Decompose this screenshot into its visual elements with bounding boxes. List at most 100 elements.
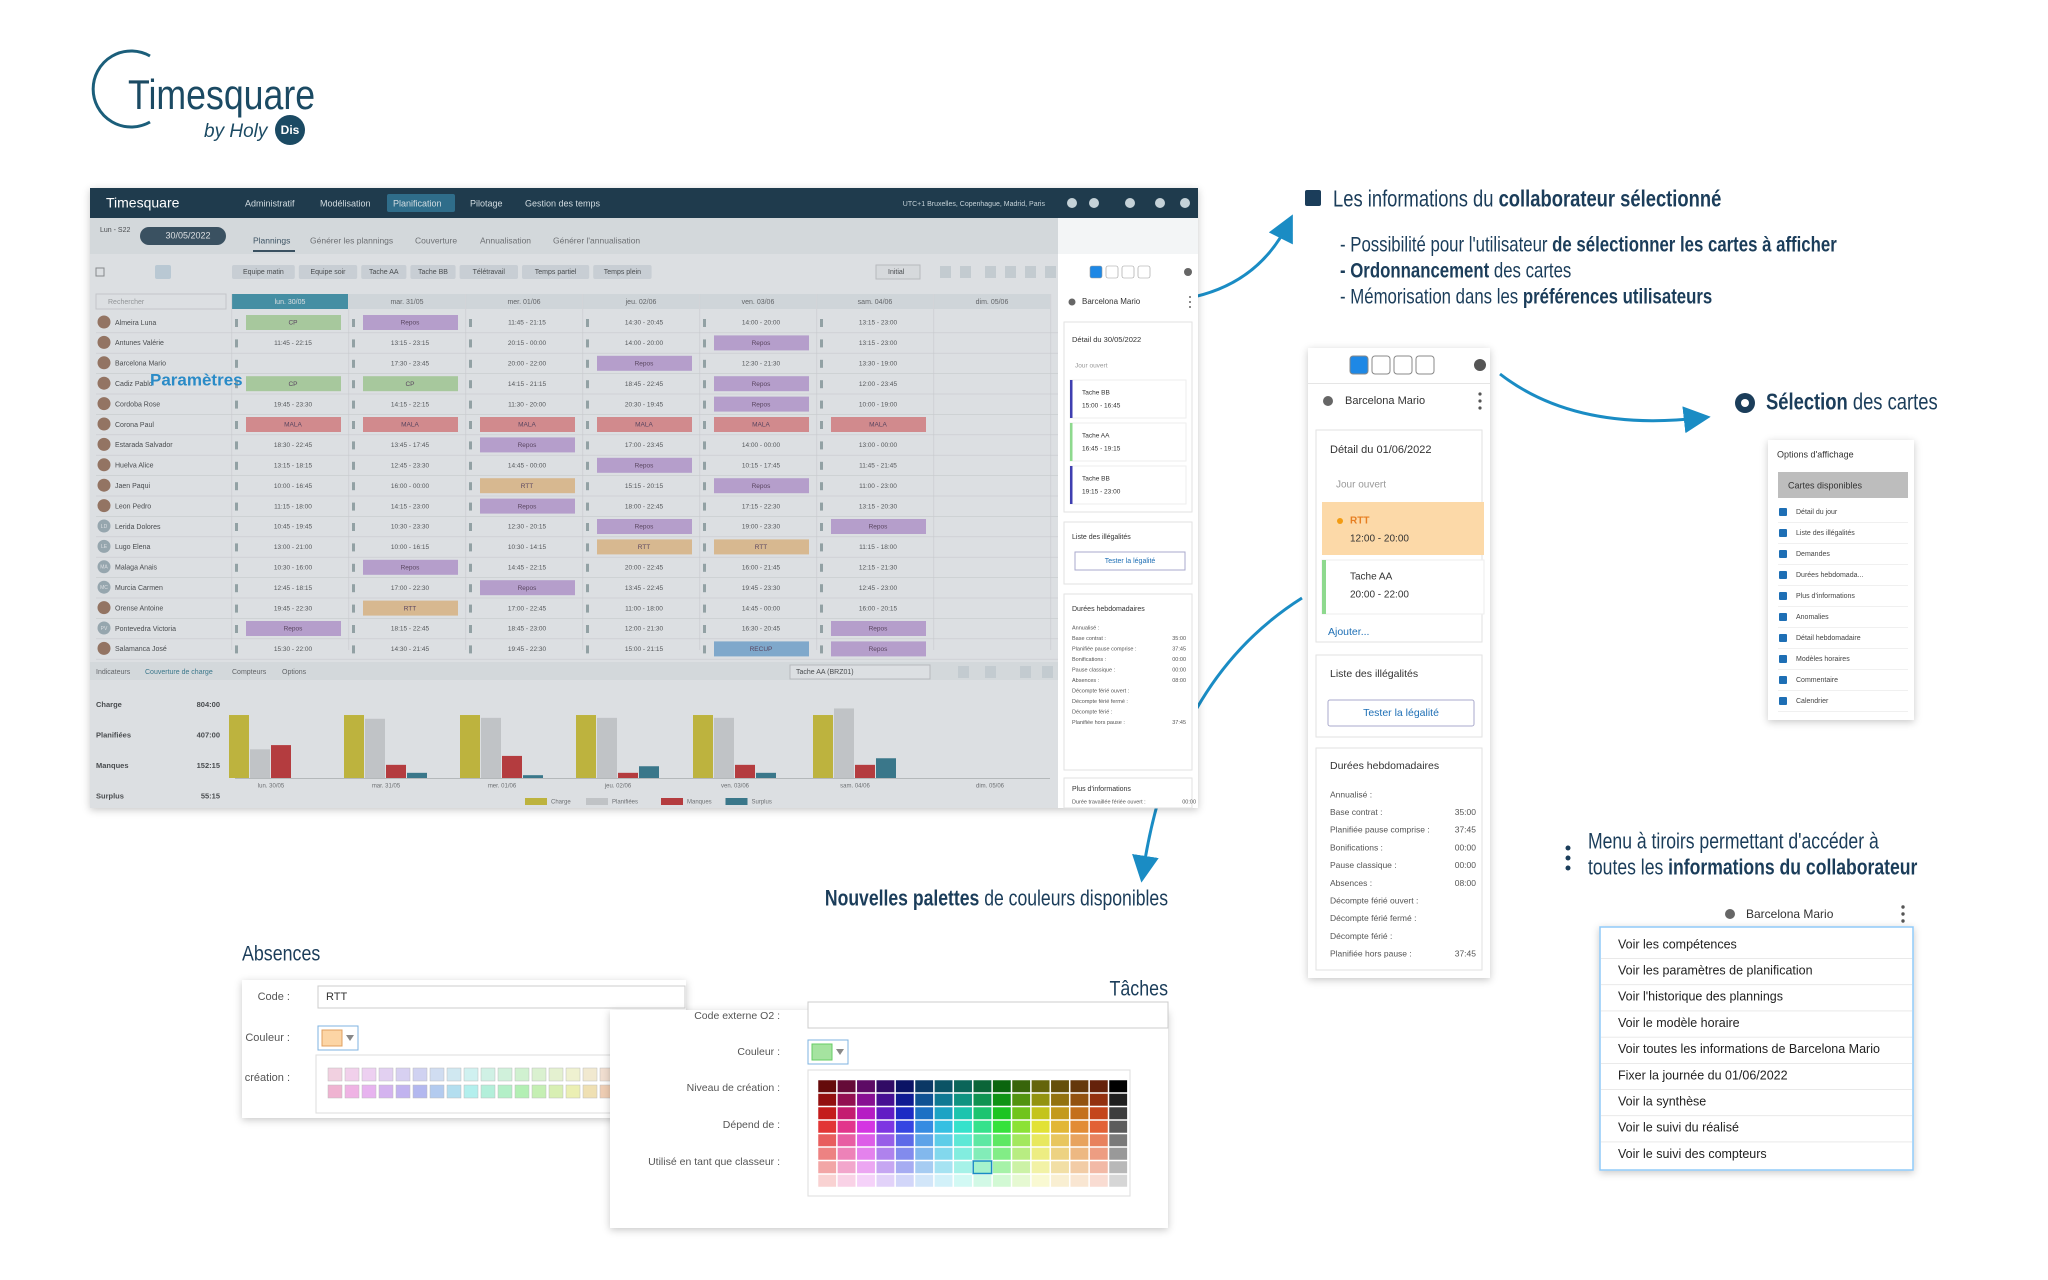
palette-swatch xyxy=(837,1079,857,1093)
bar xyxy=(576,715,596,778)
cell-icon xyxy=(820,482,823,491)
kebab xyxy=(1478,399,1482,403)
total-value: 407:00 xyxy=(197,730,220,739)
avatar xyxy=(97,560,111,574)
divider xyxy=(1308,383,1490,384)
bar xyxy=(229,715,249,778)
annotation: Menu à tiroirs permettant d'accéder à xyxy=(1588,830,1880,854)
cell: 18:00 - 22:45 xyxy=(625,503,664,510)
weekly-value: 08:00 xyxy=(1455,878,1477,888)
palette-swatch xyxy=(895,1133,915,1147)
bar xyxy=(618,772,638,778)
tab: Générer l'annualisation xyxy=(553,235,640,245)
task-title: Tache AA xyxy=(1082,433,1110,440)
app-header xyxy=(90,188,1198,218)
kebab xyxy=(1901,905,1905,909)
checkbox xyxy=(1779,550,1787,558)
avatar xyxy=(97,417,111,431)
employee-name: Orense Antoine xyxy=(115,605,163,612)
cell-band xyxy=(597,417,692,432)
checkbox xyxy=(1779,508,1787,516)
palette-swatch xyxy=(856,1174,876,1188)
x-tick-label: sam. 04/06 xyxy=(840,784,870,790)
cell: Repos xyxy=(635,524,655,531)
cell: 11:30 - 20:00 xyxy=(508,401,546,408)
cell-icon xyxy=(235,543,238,552)
bar xyxy=(714,717,734,778)
cell: 16:00 - 20:15 xyxy=(859,605,898,612)
divider xyxy=(1778,669,1908,670)
cell: 12:15 - 21:30 xyxy=(859,565,898,572)
palette-swatch xyxy=(429,1084,445,1099)
weekly-label: Absences : xyxy=(1072,678,1100,684)
cell: 11:45 - 21:45 xyxy=(859,463,897,470)
cell-icon xyxy=(820,523,823,531)
cell-icon xyxy=(586,584,589,593)
button-label: Tester la légalité xyxy=(1363,707,1439,719)
field-label: Niveau de création : xyxy=(687,1082,780,1094)
text-run: informations du collaborateur xyxy=(1668,856,1917,880)
logo-arc xyxy=(91,49,151,129)
toolbar-icon xyxy=(960,266,971,278)
palette-swatch xyxy=(895,1160,915,1174)
cell: 14:00 - 20:00 xyxy=(742,320,781,327)
weekly-label: Planifiée hors pause : xyxy=(1330,949,1412,959)
cell: 12:00 - 23:45 xyxy=(859,381,898,388)
palette-swatch xyxy=(1011,1160,1031,1174)
cell-icon xyxy=(703,625,706,633)
cell: 14:15 - 23:00 xyxy=(391,503,430,510)
cell-icon xyxy=(469,400,472,409)
kebab xyxy=(1565,855,1571,861)
field-label: Couleur : xyxy=(737,1046,780,1058)
cell: 11:00 - 18:00 xyxy=(625,605,663,612)
bar xyxy=(735,764,755,778)
legend-label: Manques xyxy=(687,800,712,806)
cell-icon xyxy=(586,461,589,470)
text-run: toutes les xyxy=(1588,856,1668,880)
gear xyxy=(1184,268,1192,276)
cell: 10:00 - 16:15 xyxy=(391,544,430,551)
icon xyxy=(1067,198,1077,208)
options-item: Détail hebdomadaire xyxy=(1796,635,1861,642)
cell-band xyxy=(597,519,692,534)
avatar xyxy=(97,478,111,492)
weekly-label: Base contrat : xyxy=(1330,807,1382,817)
palette-swatch xyxy=(837,1174,857,1188)
weekly-value: 37:45 xyxy=(1172,646,1186,652)
more-value: 00:00 xyxy=(1182,799,1196,805)
cell: 13:15 - 20:30 xyxy=(859,503,898,510)
row-line xyxy=(96,556,1058,558)
palette-swatch xyxy=(1011,1147,1031,1161)
cell: CP xyxy=(288,381,297,388)
cell-icon xyxy=(469,563,472,572)
nav-active xyxy=(387,194,455,212)
kebab xyxy=(1478,392,1482,396)
cell-icon xyxy=(235,359,238,368)
checkbox xyxy=(1779,697,1787,705)
avatar-initials: MC xyxy=(100,585,108,591)
field-label: Dépend de : xyxy=(723,1119,780,1131)
cell-icon xyxy=(352,584,355,593)
bottom-panel xyxy=(90,662,1058,808)
cell: Repos xyxy=(635,463,655,470)
palette-swatch xyxy=(817,1160,837,1174)
cell-band xyxy=(246,315,341,330)
palette-swatch xyxy=(1069,1133,1089,1147)
cell-icon xyxy=(469,523,472,531)
avatar xyxy=(97,580,111,594)
task-time: 15:00 - 16:45 xyxy=(1082,403,1121,410)
date: 30/05/2022 xyxy=(165,230,210,240)
cell-band xyxy=(714,376,809,392)
weekly-label: Décompte férié : xyxy=(1330,931,1392,941)
cell-icon xyxy=(235,400,238,409)
cell-icon xyxy=(469,645,472,654)
cell-icon xyxy=(586,319,589,327)
palette-swatch xyxy=(875,1120,895,1134)
card-box xyxy=(1063,777,1193,809)
avatar xyxy=(97,437,111,451)
person-icon xyxy=(1068,298,1076,306)
avatar xyxy=(97,397,111,411)
cell-band xyxy=(363,600,458,616)
